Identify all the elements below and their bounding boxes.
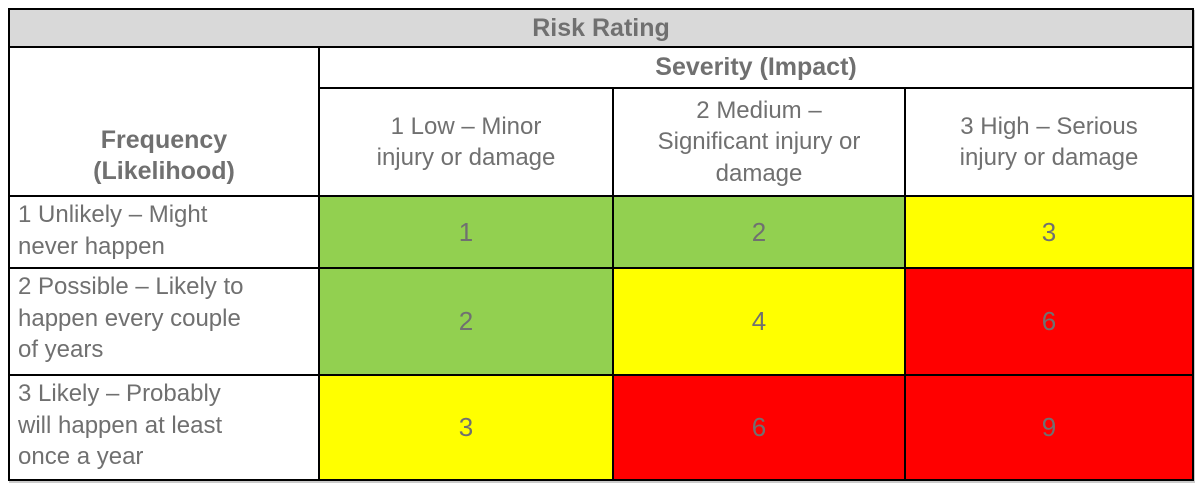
risk-rating-table: Risk Rating Frequency (Likelihood) Sever…: [8, 8, 1194, 481]
row-label-possible: 2 Possible – Likely to happen every coup…: [8, 267, 320, 376]
table-row-possible: 2 Possible – Likely to happen every coup…: [8, 267, 1194, 376]
column-header-low: 1 Low – Minor injury or damage: [318, 87, 614, 197]
risk-cell-2-2: 4: [612, 267, 906, 376]
title-row: Risk Rating: [8, 8, 1194, 48]
severity-row: Frequency (Likelihood) Severity (Impact): [8, 46, 1194, 197]
table-title: Risk Rating: [8, 8, 1194, 48]
frequency-likelihood-header: Frequency (Likelihood): [8, 46, 320, 197]
risk-cell-1-2: 2: [612, 195, 906, 269]
risk-cell-3-1: 3: [318, 374, 614, 481]
row-label-likely: 3 Likely – Probably will happen at least…: [8, 374, 320, 481]
table-row-unlikely: 1 Unlikely – Might never happen 1 2 3: [8, 195, 1194, 269]
risk-cell-2-1: 2: [318, 267, 614, 376]
risk-cell-1-3: 3: [904, 195, 1194, 269]
column-header-medium: 2 Medium – Significant injury or damage: [612, 87, 906, 197]
risk-cell-3-3: 9: [904, 374, 1194, 481]
risk-matrix-container: Risk Rating Frequency (Likelihood) Sever…: [8, 8, 1194, 481]
severity-impact-header: Severity (Impact): [318, 46, 1194, 89]
row-label-unlikely: 1 Unlikely – Might never happen: [8, 195, 320, 269]
risk-cell-2-3: 6: [904, 267, 1194, 376]
column-header-high: 3 High – Serious injury or damage: [904, 87, 1194, 197]
table-row-likely: 3 Likely – Probably will happen at least…: [8, 374, 1194, 481]
risk-cell-3-2: 6: [612, 374, 906, 481]
risk-cell-1-1: 1: [318, 195, 614, 269]
column-header-row: 1 Low – Minor injury or damage 2 Medium …: [9, 87, 1194, 197]
